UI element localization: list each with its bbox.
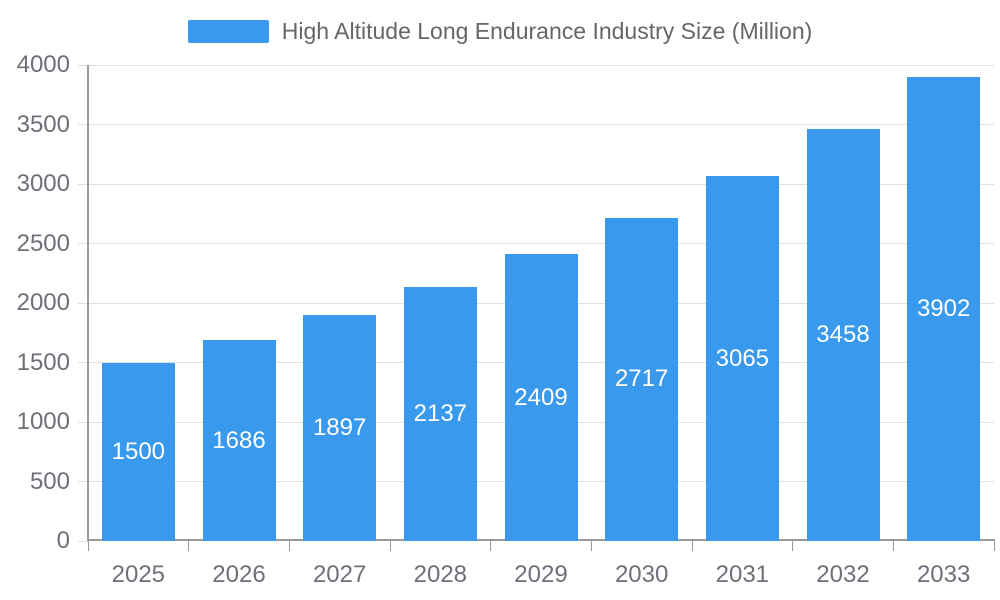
x-axis-tick [87, 541, 89, 551]
bar-value-label: 2409 [514, 383, 568, 411]
gridline [88, 243, 994, 244]
y-axis-tick [78, 421, 88, 423]
bar[interactable]: 2409 [504, 254, 578, 541]
legend[interactable]: High Altitude Long Endurance Industry Si… [0, 19, 1000, 44]
y-axis-label: 3000 [16, 170, 70, 197]
bar-value-label: 3902 [916, 294, 971, 322]
bar[interactable]: 2717 [605, 217, 679, 541]
bar-value-label: 3065 [715, 344, 770, 372]
gridline [88, 183, 994, 185]
x-axis-label: 2027 [312, 561, 367, 588]
x-axis-tick [792, 541, 794, 551]
x-axis-label: 2029 [514, 561, 568, 588]
x-axis-tick [188, 541, 190, 551]
plot-area: 0 500 1000 1500 2000 2500 3000 3500 4000 1500 2025… [17, 52, 995, 588]
x-axis-tick [288, 541, 290, 551]
y-axis-label: 1500 [16, 348, 70, 376]
x-axis-tick [389, 541, 391, 551]
x-axis-tick [892, 541, 894, 551]
x-axis-label: 2030 [614, 561, 669, 588]
gridline [88, 64, 994, 66]
y-axis-line [87, 65, 89, 541]
bar-value-label: 2137 [413, 399, 468, 427]
bar[interactable]: 1686 [202, 340, 276, 541]
y-axis-tick [78, 302, 88, 304]
bar-value-label: 1500 [111, 437, 166, 465]
y-axis-tick [78, 183, 88, 185]
y-axis-label: 0 [56, 527, 70, 554]
bar[interactable]: 1500 [101, 362, 175, 541]
y-axis-tick [78, 64, 88, 66]
y-axis-label: 2500 [16, 229, 70, 257]
bar-value-label: 1686 [212, 426, 266, 454]
y-axis-tick [78, 124, 88, 125]
bar[interactable]: 2137 [403, 286, 477, 541]
x-axis-label: 2033 [916, 561, 971, 588]
y-axis-label: 2000 [16, 289, 70, 316]
y-axis-label: 1000 [16, 408, 70, 435]
x-axis-tick [993, 541, 995, 551]
x-axis-tick [691, 541, 693, 551]
bar-value-label: 2717 [614, 365, 669, 393]
y-axis-tick [78, 481, 88, 482]
x-axis-label: 2025 [111, 561, 166, 588]
bar-value-label: 1897 [312, 414, 367, 442]
bar[interactable]: 3458 [806, 129, 880, 541]
y-axis-tick [78, 540, 88, 542]
bar-value-label: 3458 [816, 321, 870, 349]
x-axis-label: 2026 [212, 561, 266, 588]
gridline [88, 124, 994, 125]
bar[interactable]: 1897 [303, 315, 377, 541]
legend-label: High Altitude Long Endurance Industry Si… [281, 18, 813, 44]
y-axis-label: 4000 [16, 51, 70, 78]
y-axis-label: 500 [29, 467, 70, 495]
x-axis-tick [590, 541, 592, 551]
x-axis-tick [490, 541, 492, 551]
y-axis-tick [78, 362, 88, 363]
y-axis-label: 3500 [16, 110, 70, 138]
legend-swatch [187, 20, 269, 43]
x-axis-label: 2032 [816, 561, 870, 588]
bar[interactable]: 3902 [907, 76, 981, 541]
y-axis-tick [78, 243, 88, 244]
x-axis-label: 2028 [413, 561, 468, 588]
x-axis-label: 2031 [715, 561, 770, 588]
bar[interactable]: 3065 [705, 176, 779, 541]
